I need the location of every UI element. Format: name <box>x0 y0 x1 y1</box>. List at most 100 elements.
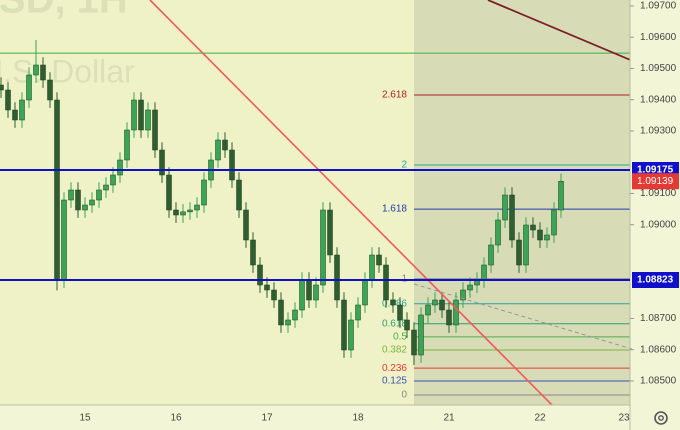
fib-label: 1 <box>401 273 407 284</box>
time-axis-background <box>0 405 630 430</box>
candle-body <box>75 189 81 211</box>
settings-icon[interactable] <box>654 411 668 425</box>
x-tick-label: 16 <box>170 413 182 424</box>
candle-body <box>82 204 88 211</box>
level-tag-label: 1.08823 <box>637 275 674 286</box>
watermark: U.S. Dollar <box>0 53 135 89</box>
candle-body <box>278 299 284 326</box>
candle-body <box>194 204 200 211</box>
candle-body <box>467 284 473 291</box>
candle-body <box>243 209 249 241</box>
candle-body <box>257 264 263 286</box>
candle-body <box>187 209 193 213</box>
candle-body <box>558 181 564 211</box>
candle-body <box>299 279 305 311</box>
candle-body <box>166 174 172 211</box>
x-tick-label: 21 <box>443 413 455 424</box>
candle-body <box>397 304 403 321</box>
fib-label: 0.125 <box>382 376 407 387</box>
candle-body <box>341 299 347 351</box>
candle-body <box>47 79 53 101</box>
candle-body <box>40 64 46 81</box>
candle-body <box>530 224 536 231</box>
fib-label: 0.382 <box>382 345 407 356</box>
candle-body <box>285 319 291 326</box>
price-axis-background <box>630 0 680 430</box>
candle-body <box>12 109 18 121</box>
candle-body <box>26 74 32 101</box>
candle-body <box>5 89 11 111</box>
fib-label: 0.618 <box>382 318 407 329</box>
candle-body <box>390 299 396 306</box>
last-price-label: 1.09139 <box>637 176 674 187</box>
candle-body <box>117 159 123 176</box>
candle-body <box>229 149 235 181</box>
candle-body <box>551 209 557 236</box>
fib-label: 0 <box>401 390 407 401</box>
trend-line <box>487 0 630 61</box>
candle-body <box>110 174 116 186</box>
candle-body <box>404 319 410 331</box>
candle-body <box>320 209 326 286</box>
candle-body <box>264 284 270 291</box>
fib-label: 0.236 <box>382 363 407 374</box>
candle-body <box>250 239 256 266</box>
y-tick-label: 1.08600 <box>640 344 677 355</box>
fib-zone <box>414 0 630 405</box>
candle-body <box>502 194 508 221</box>
candle-body <box>96 189 102 201</box>
candle-body <box>432 299 438 306</box>
candle-body <box>222 139 228 151</box>
candle-body <box>537 229 543 241</box>
candle-body <box>348 319 354 351</box>
candle-body <box>327 209 333 256</box>
candle-body <box>131 99 137 131</box>
candle-body <box>306 279 312 301</box>
y-tick-label: 1.09500 <box>640 63 677 74</box>
x-tick-label: 23 <box>618 413 630 424</box>
candle-body <box>271 289 277 301</box>
y-tick-label: 1.09700 <box>640 1 677 12</box>
plot-background <box>0 0 630 405</box>
candle-body <box>383 264 389 301</box>
candle-body <box>334 254 340 301</box>
fib-label: 0.5 <box>393 332 407 343</box>
x-tick-label: 17 <box>261 413 273 424</box>
trend-line <box>149 0 553 405</box>
candle-body <box>152 109 158 151</box>
candle-body <box>180 211 186 216</box>
candle-body <box>425 304 431 316</box>
level-tag <box>632 272 679 288</box>
candle-body <box>411 329 417 356</box>
watermark: USD, 1H <box>0 0 128 22</box>
candle-body <box>460 289 466 301</box>
candle-body <box>173 209 179 216</box>
fib-label: 2.618 <box>382 90 407 101</box>
candle-body <box>418 314 424 356</box>
candle-body <box>488 244 494 266</box>
candle-body <box>145 109 151 131</box>
candle-body <box>516 239 522 266</box>
y-tick-label: 1.09100 <box>640 188 677 199</box>
candle-body <box>481 264 487 281</box>
candle-body <box>89 199 95 206</box>
candle-body <box>33 64 39 76</box>
y-tick-label: 1.09300 <box>640 126 677 137</box>
y-tick-label: 1.08500 <box>640 376 677 387</box>
candle-body <box>439 299 445 311</box>
candle-body <box>124 129 130 161</box>
y-tick-label: 1.08700 <box>640 313 677 324</box>
fib-label: 1.618 <box>382 204 407 215</box>
candle-body <box>355 304 361 321</box>
candle-body <box>313 284 319 301</box>
x-tick-label: 18 <box>352 413 364 424</box>
candle-body <box>453 299 459 326</box>
plot: 2.61821.61810.7860.6180.50.3820.2360.125… <box>0 40 630 401</box>
candle-body <box>138 99 144 131</box>
level-tag-label: 1.09175 <box>637 165 674 176</box>
candle-body <box>54 99 60 281</box>
candle-body <box>523 224 529 266</box>
candle-body <box>292 309 298 321</box>
y-tick-label: 1.09400 <box>640 94 677 105</box>
